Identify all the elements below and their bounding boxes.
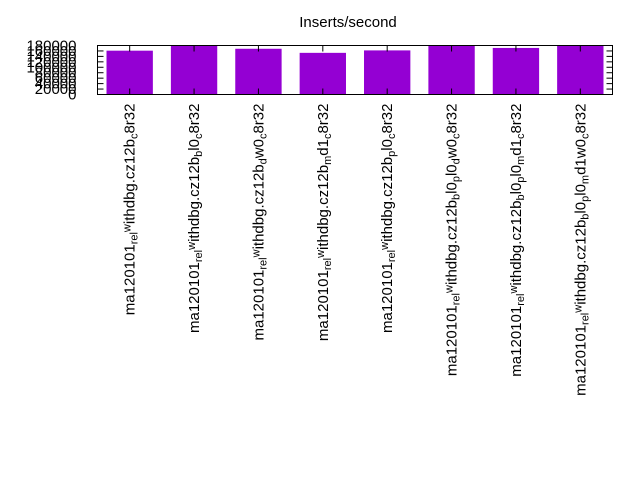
y-tick-label: 160000 — [26, 43, 76, 60]
x-tick-label: ma120101relwithdbg.cz12bbl0pl0dw0c8r32 — [443, 104, 463, 377]
y-axis: 0200004000060000800001000001200001400001… — [26, 38, 613, 104]
y-tick-label: 140000 — [26, 48, 76, 65]
x-tick-label: ma120101relwithdbg.cz12bc8r32 — [121, 104, 141, 316]
y-tick-label: 0 — [68, 87, 76, 104]
x-axis: ma120101relwithdbg.cz12bc8r32 ma120101rel… — [121, 45, 592, 396]
x-tick-label: ma120101relwithdbg.cz12bpl0c8r32 — [379, 104, 399, 334]
x-tick-label: ma120101relwithdbg.cz12bbl0pl0md1c8r32 — [508, 104, 528, 377]
bar — [492, 47, 540, 95]
bar — [299, 52, 346, 95]
plot-frame — [97, 45, 613, 95]
y-tick-label: 80000 — [35, 65, 77, 82]
bar — [235, 48, 282, 95]
x-tick-label: ma120101relwithdbg.cz12bdw0c8r32 — [250, 104, 270, 341]
bar — [106, 50, 153, 95]
bar — [557, 45, 604, 95]
bar — [428, 45, 475, 95]
y-tick-label: 40000 — [35, 76, 77, 93]
bar — [364, 50, 411, 95]
y-tick-label: 20000 — [35, 81, 77, 98]
x-tick-label: ma120101relwithdbg.cz12bbl0pl0md1w0c8r32 — [572, 104, 592, 396]
x-tick-label: ma120101relwithdbg.cz12bmd1c8r32 — [314, 104, 334, 342]
bar — [170, 45, 218, 95]
y-tick-label: 180000 — [26, 38, 76, 55]
bars-group — [106, 45, 604, 95]
x-tick-label: ma120101relwithdbg.cz12bbl0c8r32 — [186, 104, 206, 334]
y-tick-label: 120000 — [26, 54, 76, 71]
y-tick-label: 60000 — [35, 70, 77, 87]
chart-title: Inserts/second — [299, 14, 397, 31]
y-tick-label: 100000 — [26, 59, 76, 76]
